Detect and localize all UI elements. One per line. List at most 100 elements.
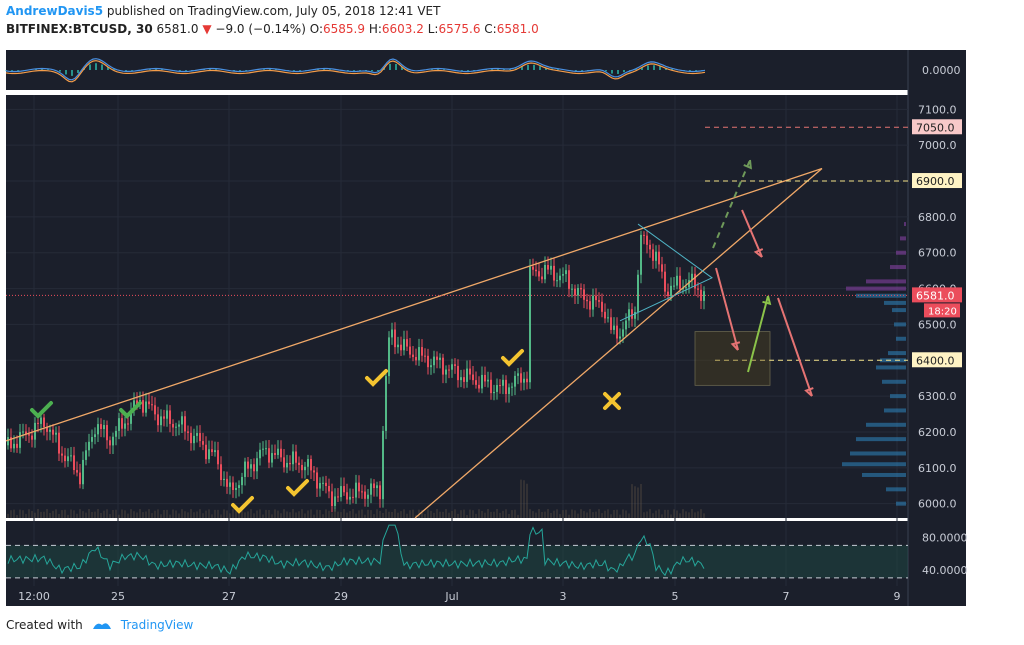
candle-body [358, 482, 360, 492]
candle-body [442, 357, 444, 375]
candle-body [604, 311, 606, 319]
volume-profile-bar [894, 322, 906, 327]
volume-profile-bar [856, 293, 906, 298]
candle-body [169, 410, 171, 424]
candle-body [106, 425, 108, 441]
candle-body [568, 270, 570, 289]
candle-body [571, 288, 573, 290]
candle-body [343, 486, 345, 493]
y-tick-label: 6100.0 [918, 462, 957, 475]
candle-body [592, 295, 594, 310]
candle-body [619, 336, 621, 339]
volume-profile-bar [842, 462, 906, 467]
candle-body [133, 400, 135, 410]
lower-trendline [414, 167, 823, 519]
candle-body [136, 400, 138, 405]
publish-info: published on TradingView.com, July 05, 2… [106, 4, 441, 18]
price-pane [6, 95, 966, 518]
footer: Created with TradingView [6, 618, 193, 632]
candle-body [541, 276, 543, 280]
volume-profile-bar [856, 437, 906, 442]
projection-arrow-down-2-head [730, 341, 741, 351]
candle-body [187, 431, 189, 433]
candle-body [16, 443, 18, 448]
candle-body [430, 365, 432, 368]
price-tag-last [912, 287, 962, 303]
candle-body [112, 436, 114, 446]
candle-body [583, 289, 585, 300]
candle-body [385, 376, 387, 431]
candle-body [295, 451, 297, 463]
candle-body [676, 275, 678, 286]
candle-body [292, 451, 294, 465]
candle-body [403, 339, 405, 351]
candle-body [631, 309, 633, 319]
candle-body [415, 357, 417, 361]
candle-body [658, 251, 660, 265]
volume-profile-bar [900, 236, 906, 241]
tradingview-link[interactable]: TradingView [120, 618, 194, 632]
candle-body [73, 455, 75, 471]
projection-arrow-up-dashed [712, 159, 751, 249]
volume-profile-bar [892, 308, 906, 313]
candle-body [451, 364, 453, 370]
candle-body [535, 269, 537, 272]
candle-body [697, 288, 699, 290]
countdown-tag [924, 303, 960, 318]
candle-body [448, 369, 450, 371]
candle-body [259, 449, 261, 459]
candle-body [298, 462, 300, 465]
candle-body [520, 373, 522, 383]
candle-body [547, 264, 549, 270]
candle-body [223, 478, 225, 480]
price-change: −9.0 (−0.14%) [215, 22, 306, 36]
candle-body [409, 346, 411, 355]
candle-body [550, 265, 552, 270]
candle-body [664, 271, 666, 292]
open-label: O: [309, 22, 323, 36]
author-name[interactable]: AndrewDavis5 [6, 4, 104, 18]
candle-body [61, 453, 63, 456]
green-check-icon [119, 401, 142, 419]
y-tick-label: 6300.0 [918, 390, 957, 403]
candle-body [661, 264, 663, 272]
x-tick-label: 29 [334, 590, 348, 603]
candle-body [97, 424, 99, 435]
yellow-cross-icon [603, 392, 621, 410]
candle-body [91, 437, 93, 442]
candle-body [700, 289, 702, 301]
candle-body [271, 453, 273, 463]
volume-profile-bar [886, 487, 906, 492]
volume-profile-bar [904, 222, 906, 227]
candle-body [277, 448, 279, 455]
y-tick-label: 6500.0 [918, 318, 957, 331]
candle-body [490, 379, 492, 394]
price-chart[interactable]: 6000.06100.06200.06300.06400.06500.06600… [0, 40, 1024, 610]
y-tick-label: 6200.0 [918, 426, 957, 439]
macd-axis-label: 0.0000 [922, 64, 961, 77]
macd-signal-line [5, 60, 706, 83]
candle-body [667, 291, 669, 297]
candle-body [304, 466, 306, 471]
price-tag-label: 6581.0 [916, 289, 955, 302]
volume-profile-bar [850, 451, 906, 456]
candle-body [265, 448, 267, 450]
candle-body [508, 387, 510, 394]
candle-body [22, 431, 24, 433]
candle-body [52, 429, 54, 435]
candle-body [160, 416, 162, 426]
candle-body [397, 344, 399, 348]
candle-body [13, 443, 15, 449]
countdown-label: 18:20 [928, 306, 957, 317]
volume-profile-bar [884, 300, 906, 305]
x-tick-label: 9 [894, 590, 901, 603]
candle-body [622, 329, 624, 337]
x-tick-label: 3 [560, 590, 567, 603]
candle-body [607, 317, 609, 319]
price-axis-pane [908, 50, 966, 606]
volume-profile-bar [890, 265, 906, 270]
candle-body [400, 344, 402, 351]
candle-body [331, 491, 333, 506]
candle-body [67, 456, 69, 462]
projection-arrow-down-2 [715, 267, 739, 351]
